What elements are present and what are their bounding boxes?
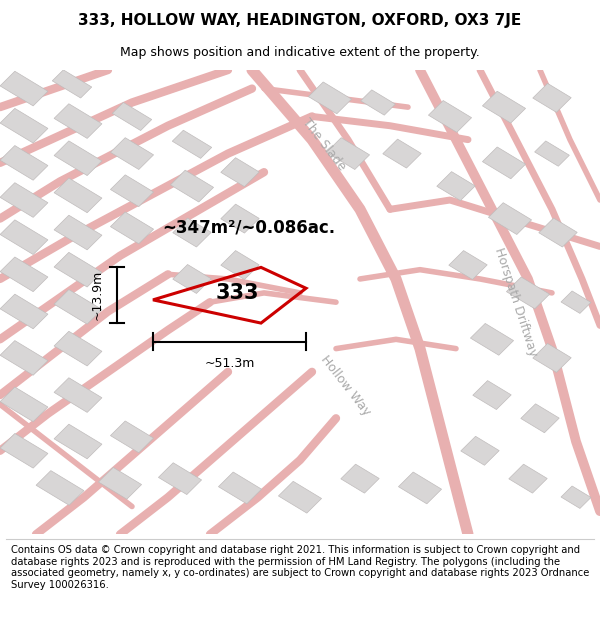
Polygon shape [54,378,102,412]
Text: 333, HOLLOW WAY, HEADINGTON, OXFORD, OX3 7JE: 333, HOLLOW WAY, HEADINGTON, OXFORD, OX3… [79,14,521,29]
Polygon shape [221,251,259,279]
Polygon shape [539,218,577,247]
Polygon shape [170,170,214,202]
Polygon shape [54,289,102,324]
Polygon shape [561,486,591,508]
Polygon shape [473,381,511,409]
Polygon shape [54,215,102,250]
Polygon shape [0,146,48,180]
Polygon shape [535,141,569,166]
Polygon shape [0,108,48,143]
Polygon shape [54,331,102,366]
Polygon shape [54,141,102,176]
Polygon shape [0,434,48,468]
Polygon shape [54,178,102,212]
Polygon shape [110,175,154,207]
Polygon shape [158,462,202,494]
Polygon shape [173,264,211,293]
Polygon shape [521,404,559,432]
Polygon shape [112,102,152,131]
Polygon shape [0,71,48,106]
Text: 333: 333 [215,283,259,303]
Polygon shape [173,218,211,247]
Polygon shape [54,104,102,138]
Text: The Slade: The Slade [299,116,349,173]
Polygon shape [398,472,442,504]
Polygon shape [221,204,259,233]
Polygon shape [488,202,532,234]
Polygon shape [482,147,526,179]
Polygon shape [278,481,322,513]
Polygon shape [506,277,550,309]
Polygon shape [218,472,262,504]
Text: Contains OS data © Crown copyright and database right 2021. This information is : Contains OS data © Crown copyright and d… [11,545,589,590]
Polygon shape [308,82,352,114]
Polygon shape [221,158,259,187]
Text: Map shows position and indicative extent of the property.: Map shows position and indicative extent… [120,46,480,59]
Polygon shape [0,294,48,329]
Text: Hollow Way: Hollow Way [317,353,373,418]
Polygon shape [341,464,379,493]
Text: ~51.3m: ~51.3m [205,356,254,369]
Polygon shape [509,464,547,493]
Polygon shape [0,220,48,254]
Polygon shape [0,182,48,218]
Polygon shape [98,468,142,499]
Polygon shape [383,139,421,168]
Polygon shape [361,90,395,115]
Polygon shape [561,291,591,313]
Polygon shape [461,436,499,465]
Polygon shape [428,101,472,132]
Polygon shape [0,387,48,422]
Polygon shape [54,253,102,287]
Polygon shape [54,424,102,459]
Polygon shape [0,257,48,292]
Polygon shape [52,70,92,98]
Polygon shape [533,83,571,112]
Polygon shape [110,212,154,244]
Polygon shape [533,344,571,372]
Polygon shape [172,130,212,158]
Text: ~13.9m: ~13.9m [91,270,104,321]
Polygon shape [36,471,84,505]
Polygon shape [437,172,475,201]
Text: Horspath Driftway: Horspath Driftway [492,246,540,358]
Polygon shape [449,251,487,279]
Text: ~347m²/~0.086ac.: ~347m²/~0.086ac. [162,219,335,237]
Polygon shape [482,91,526,123]
Polygon shape [110,138,154,169]
Polygon shape [0,341,48,375]
Polygon shape [110,421,154,452]
Polygon shape [470,324,514,355]
Polygon shape [326,138,370,169]
